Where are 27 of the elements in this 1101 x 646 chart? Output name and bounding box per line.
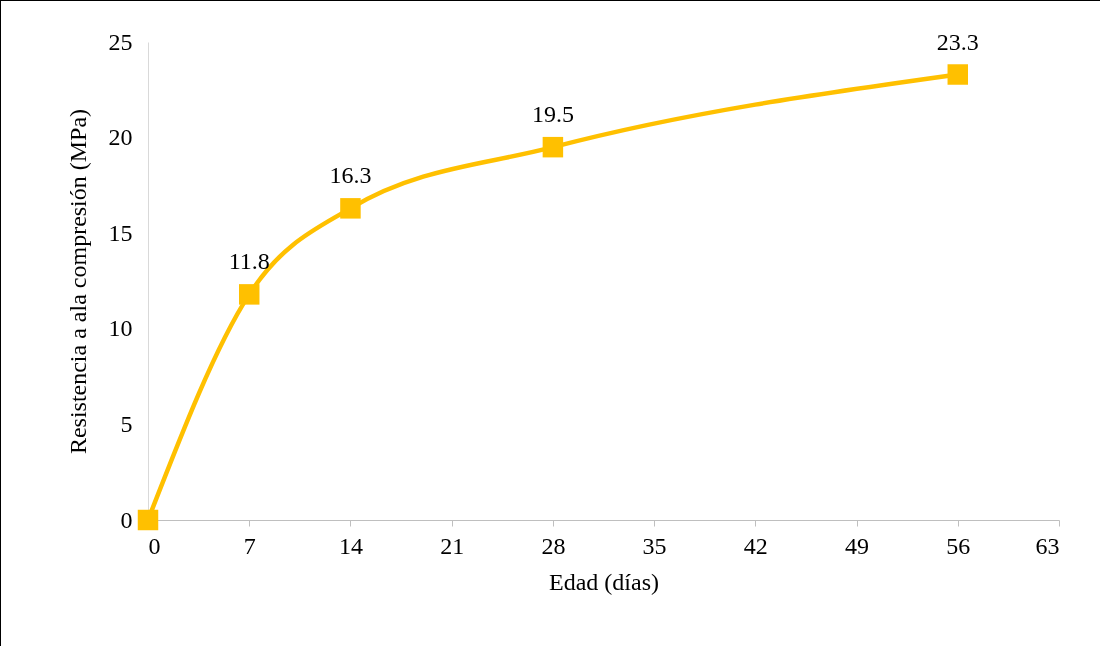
point — [340, 198, 361, 219]
data-label: 23.3 — [936, 28, 979, 55]
point — [947, 64, 969, 85]
x-tick-label: 35 — [642, 532, 667, 559]
y-tick-label: 5 — [120, 410, 133, 437]
y-tick-label: 15 — [108, 219, 133, 246]
y-tick-label: 25 — [108, 28, 133, 55]
point — [542, 136, 564, 158]
x-tick-label: 0 — [148, 532, 161, 559]
y-tick-label: 0 — [120, 506, 133, 533]
x-tick-label: 49 — [845, 532, 870, 559]
x-tick-label: 56 — [946, 532, 971, 559]
x-tick-label: 63 — [1035, 532, 1060, 559]
x-tick-label: 42 — [743, 532, 768, 559]
x-tick-label: 21 — [440, 532, 465, 559]
x-tick-label: 28 — [541, 532, 566, 559]
y-tick-label: 10 — [108, 315, 133, 342]
x-tick-label: 7 — [243, 532, 256, 559]
point — [238, 284, 260, 305]
data-label: 19.5 — [531, 101, 574, 128]
data-label: 16.3 — [329, 162, 372, 189]
data-label: 11.8 — [228, 248, 270, 275]
x-axis-title: Edad (días) — [549, 568, 659, 595]
y-tick-label: 20 — [108, 124, 133, 151]
x-tick-label: 14 — [338, 532, 363, 559]
point — [137, 509, 159, 531]
y-axis-title: Resistencia a ala compresión (MPa) — [64, 108, 91, 455]
